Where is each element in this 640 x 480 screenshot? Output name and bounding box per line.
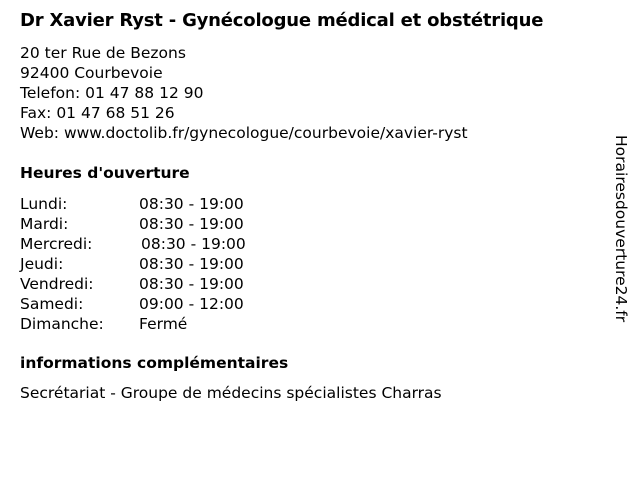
city: 92400 Courbevoie — [20, 64, 163, 82]
day: Lundi: — [20, 195, 68, 213]
fax: Fax: 01 47 68 51 26 — [20, 104, 175, 122]
day: Samedi: — [20, 295, 84, 313]
page-title: Dr Xavier Ryst - Gynécologue médical et … — [20, 10, 544, 31]
hours-row: Dimanche: Fermé — [20, 314, 246, 334]
time: 08:30 - 19:00 — [139, 215, 244, 233]
time: 08:30 - 19:00 — [141, 235, 246, 253]
address-block: 20 ter Rue de Bezons 92400 Courbevoie Te… — [20, 43, 468, 143]
hours-row: Mardi: 08:30 - 19:00 — [20, 214, 246, 234]
hours-row: Jeudi: 08:30 - 19:00 — [20, 254, 246, 274]
day: Mardi: — [20, 215, 69, 233]
time: 08:30 - 19:00 — [139, 275, 244, 293]
info-heading: informations complémentaires — [20, 354, 289, 372]
day: Dimanche: — [20, 315, 104, 333]
street: 20 ter Rue de Bezons — [20, 44, 186, 62]
side-brand: Horairesdouverture24.fr — [612, 135, 630, 323]
day: Vendredi: — [20, 275, 94, 293]
hours-heading: Heures d'ouverture — [20, 164, 190, 182]
hours-row: Vendredi: 08:30 - 19:00 — [20, 274, 246, 294]
info-text: Secrétariat - Groupe de médecins spécial… — [20, 384, 442, 402]
time: 08:30 - 19:00 — [139, 195, 244, 213]
day: Jeudi: — [20, 255, 64, 273]
hours-row: Samedi: 09:00 - 12:00 — [20, 294, 246, 314]
hours-table: Lundi: 08:30 - 19:00 Mardi: 08:30 - 19:00 … — [20, 194, 246, 334]
hours-row: Lundi: 08:30 - 19:00 — [20, 194, 246, 214]
website: Web: www.doctolib.fr/gynecologue/courbev… — [20, 124, 468, 142]
time: 09:00 - 12:00 — [139, 295, 244, 313]
time: 08:30 - 19:00 — [139, 255, 244, 273]
hours-row: Mercredi: 08:30 - 19:00 — [20, 234, 246, 254]
day: Mercredi: — [20, 235, 93, 253]
phone: Telefon: 01 47 88 12 90 — [20, 84, 204, 102]
time: Fermé — [139, 315, 188, 333]
